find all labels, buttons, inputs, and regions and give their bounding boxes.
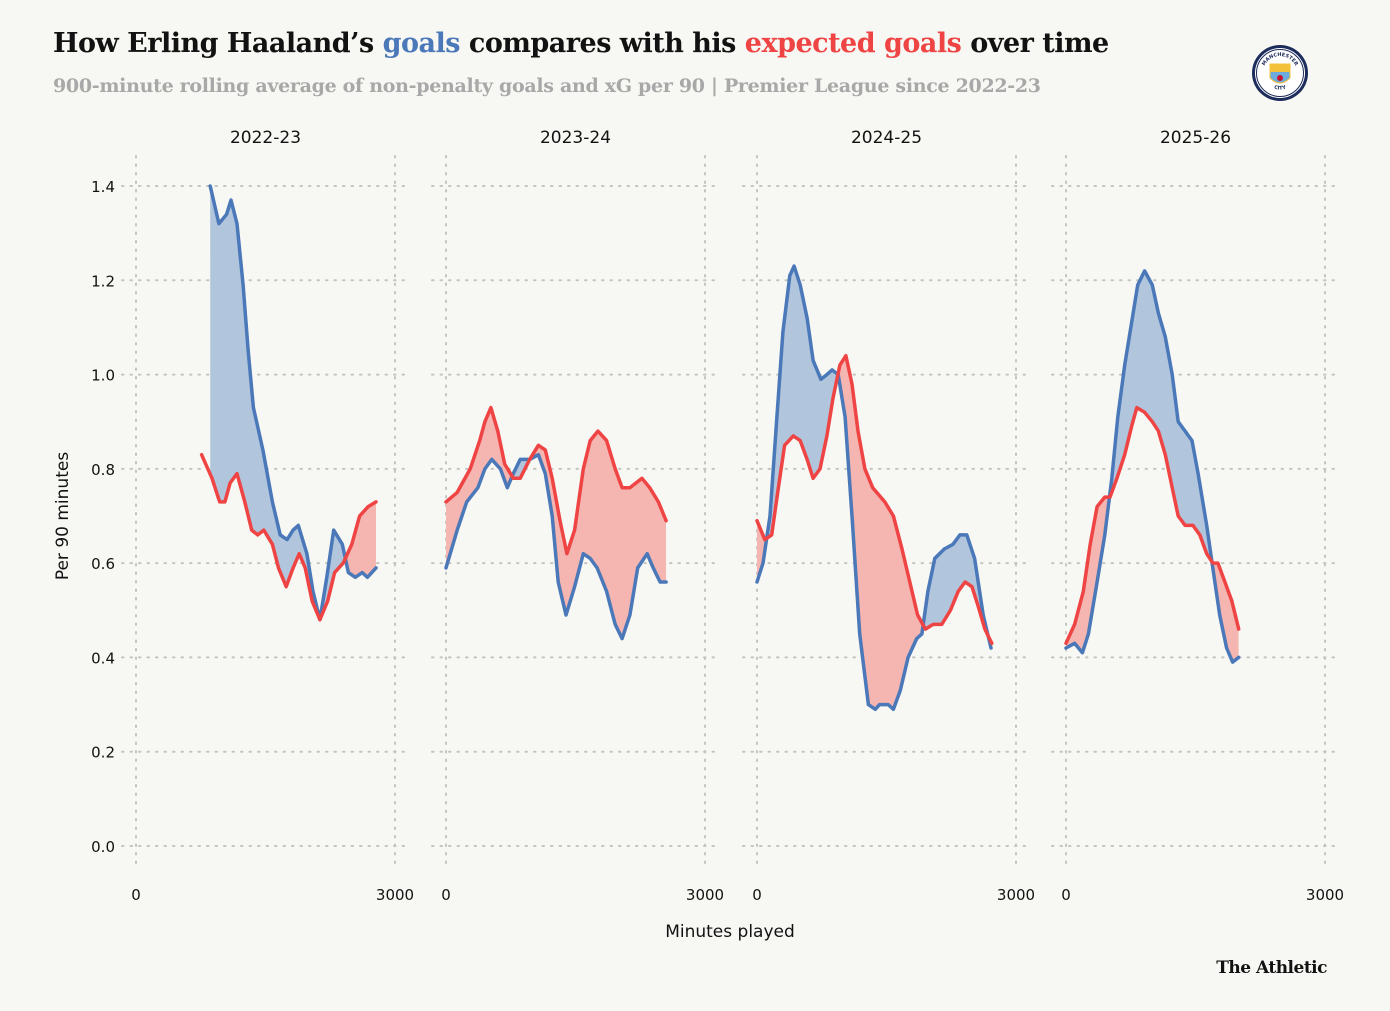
series-lines <box>199 184 1241 712</box>
goals-above-xg-fill <box>757 266 991 644</box>
x-tick-label: 3000 <box>686 886 724 904</box>
y-tick-label: 0.8 <box>91 461 115 479</box>
title-expected-goals: expected goals <box>744 28 962 59</box>
goals-above-xg-fill <box>210 186 377 620</box>
the-athletic-logo: The Athletic <box>1216 958 1327 978</box>
tick-labels: 0.0 0.2 0.4 0.6 0.8 1.0 1.2 1.4 0 3000 2022-23 0 300… <box>91 128 1344 904</box>
xg-line <box>444 405 668 556</box>
x-tick-label: 0 <box>1061 886 1071 904</box>
chart-subtitle: 900-minute rolling average of non-penalt… <box>53 75 1041 97</box>
x-tick-label: 3000 <box>376 886 414 904</box>
title-goals: goals <box>382 28 461 59</box>
y-tick-label: 0.0 <box>91 838 115 856</box>
y-tick-label: 1.2 <box>91 272 115 290</box>
fill-areas <box>210 186 1239 710</box>
xg-above-goals-fill <box>1066 407 1239 663</box>
gridlines <box>121 155 1342 871</box>
x-axis-label: Minutes played <box>665 922 795 942</box>
x-tick-label: 3000 <box>1306 886 1344 904</box>
panel-title: 2025-26 <box>1160 128 1231 148</box>
title-part: How Erling Haaland’s <box>53 28 383 59</box>
y-tick-label: 0.6 <box>91 555 115 573</box>
x-tick-label: 0 <box>441 886 451 904</box>
title-part: over time <box>961 28 1109 59</box>
panel-title: 2024-25 <box>851 128 922 148</box>
y-tick-label: 0.2 <box>91 744 115 762</box>
x-tick-label: 3000 <box>997 886 1035 904</box>
y-tick-label: 1.4 <box>91 178 115 196</box>
x-tick-label: 0 <box>131 886 141 904</box>
y-tick-label: 0.4 <box>91 649 115 667</box>
xg-above-goals-fill <box>210 454 377 620</box>
title-part: compares with his <box>460 28 745 59</box>
x-tick-label: 0 <box>752 886 762 904</box>
y-tick-label: 1.0 <box>91 367 115 385</box>
svg-text:CITY: CITY <box>1273 84 1287 91</box>
club-crest-logo: MANCHESTER CITY <box>1252 45 1308 101</box>
panel-title: 2023-24 <box>540 128 611 148</box>
panel-title: 2022-23 <box>230 128 301 148</box>
chart-title: How Erling Haaland’s goals compares with… <box>53 28 1109 59</box>
y-axis-label: Per 90 minutes <box>53 452 73 580</box>
xg-line <box>1064 405 1241 646</box>
